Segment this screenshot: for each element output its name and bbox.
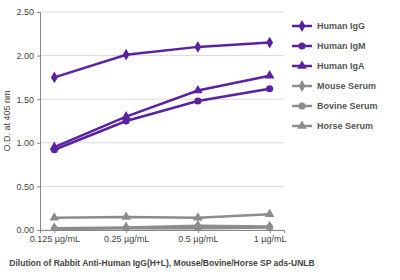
- legend-label: Human IgA: [317, 61, 365, 71]
- legend-marker: [299, 20, 306, 32]
- series-marker: [51, 226, 58, 230]
- series-marker: [123, 221, 130, 230]
- y-tick: 2.50: [16, 7, 40, 17]
- series-marker: [193, 85, 203, 93]
- series-marker: [51, 222, 58, 230]
- series: [51, 220, 273, 230]
- y-tick-label: 0.50: [16, 182, 34, 192]
- y-axis-title: O.D. at 405 nm: [2, 90, 12, 151]
- legend-item: Horse Serum: [292, 120, 373, 131]
- legend-item: Mouse Serum: [292, 80, 376, 92]
- series-line: [54, 76, 269, 148]
- grid: [40, 12, 284, 230]
- x-tick: 0.5 µg/mL: [178, 230, 218, 244]
- x-tick: 0.25 µg/mL: [104, 230, 149, 244]
- legend-item: Human IgM: [292, 41, 366, 51]
- series-marker: [265, 70, 275, 78]
- legend-item: Human IgG: [292, 20, 365, 32]
- grid-line: [40, 55, 284, 56]
- grid-line: [40, 186, 284, 187]
- x-axis: 0.125 µg/mL 0.25 µg/mL 0.5 µg/mL 1 µg/mL: [30, 230, 287, 244]
- legend-marker: [298, 102, 305, 109]
- legend-marker: [297, 120, 307, 128]
- series-marker: [266, 85, 273, 92]
- series: [51, 37, 273, 84]
- x-tick-label: 0.5 µg/mL: [178, 234, 218, 244]
- y-tick-mark: [37, 230, 40, 231]
- x-tick-label: 0.25 µg/mL: [104, 234, 149, 244]
- series: [50, 209, 275, 221]
- series-marker: [194, 220, 201, 230]
- grid-line: [40, 99, 284, 100]
- legend-label: Mouse Serum: [317, 81, 376, 91]
- y-tick-label: 1.50: [16, 95, 34, 105]
- series-marker: [50, 212, 60, 220]
- y-tick-mark: [37, 12, 40, 13]
- x-tick: 1 µg/mL: [254, 230, 287, 244]
- series-line: [54, 227, 269, 229]
- x-tick-mark: [270, 230, 271, 233]
- series: [50, 70, 275, 150]
- legend-label: Horse Serum: [317, 121, 373, 131]
- series-marker: [194, 97, 201, 104]
- series-marker: [123, 225, 130, 230]
- series: [51, 224, 273, 230]
- y-tick: 1.00: [16, 138, 40, 148]
- series-marker: [51, 72, 58, 84]
- series-marker: [265, 209, 275, 217]
- series-marker: [121, 211, 131, 219]
- y-tick-mark: [37, 186, 40, 187]
- y-tick-mark: [37, 56, 40, 57]
- y-tick: 1.50: [16, 95, 40, 105]
- grid-line: [40, 142, 284, 143]
- x-tick-mark: [126, 230, 127, 233]
- series: [51, 85, 273, 153]
- x-axis-line: [41, 231, 285, 234]
- x-tick-mark: [198, 230, 199, 233]
- legend: Human IgG Human IgM Human IgA Mouse Serum Bo…: [292, 20, 378, 131]
- chart: 0.000.501.001.502.002.500.125 µg/mL0.25 …: [0, 0, 400, 280]
- series-marker: [266, 37, 273, 49]
- y-tick-mark: [37, 99, 40, 100]
- legend-label: Human IgG: [317, 21, 365, 31]
- y-axis-line: [37, 13, 41, 231]
- series-marker: [266, 221, 273, 230]
- series-line: [54, 214, 269, 217]
- y-tick-label: 1.00: [16, 138, 34, 148]
- y-tick: 2.00: [16, 51, 40, 61]
- series-line: [54, 226, 269, 229]
- data-layer: [50, 37, 275, 230]
- x-axis-title: Dilution of Rabbit Anti-Human IgG(H+L), …: [9, 258, 314, 268]
- y-tick-mark: [37, 143, 40, 144]
- x-tick-mark: [54, 230, 55, 233]
- series-marker: [194, 225, 201, 230]
- series-line: [54, 89, 269, 150]
- legend-label: Human IgM: [317, 41, 366, 51]
- legend-marker: [298, 42, 305, 49]
- series-marker: [194, 41, 201, 53]
- legend-item: Human IgA: [292, 60, 365, 71]
- y-axis: 0.000.501.001.502.002.50: [16, 7, 40, 235]
- grid-line: [40, 12, 284, 13]
- series-marker: [266, 224, 273, 230]
- series-marker: [50, 142, 60, 150]
- legend-item: Bovine Serum: [292, 101, 378, 111]
- series-marker: [123, 49, 130, 61]
- y-tick-label: 2.50: [16, 7, 34, 17]
- series-line: [54, 43, 269, 78]
- series-marker: [193, 212, 203, 220]
- y-tick: 0.50: [16, 182, 40, 192]
- series-marker: [121, 111, 131, 119]
- legend-marker: [297, 60, 307, 68]
- plot-area: 0.000.501.001.502.002.500.125 µg/mL0.25 …: [16, 7, 286, 244]
- legend-label: Bovine Serum: [317, 101, 378, 111]
- x-tick-label: 1 µg/mL: [254, 234, 287, 244]
- legend-marker: [299, 80, 306, 92]
- x-tick-label: 0.125 µg/mL: [30, 234, 80, 244]
- y-tick-label: 2.00: [16, 51, 34, 61]
- x-tick: 0.125 µg/mL: [30, 230, 80, 244]
